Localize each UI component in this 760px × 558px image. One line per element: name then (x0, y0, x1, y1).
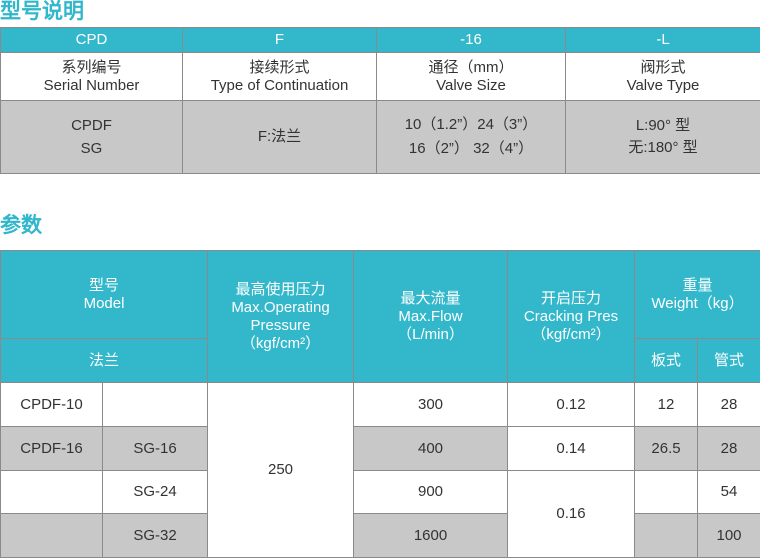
header-plate: 板式 (635, 339, 698, 383)
section-title-parameters: 参数 (0, 214, 42, 238)
cell-cracking: 0.16 (508, 471, 635, 558)
cell-pipe: 28 (698, 383, 760, 427)
label-en: Serial Number (1, 77, 182, 95)
code-cpd: CPD (1, 28, 183, 53)
value-valve-type: L:90° 型无:180° 型 (566, 101, 760, 174)
value-valve-size: 10（1.2”）24（3”）16（2”） 32（4”） (377, 101, 566, 174)
header-cn: 最高使用压力 (208, 281, 353, 299)
header-unit: （kgf/cm²） (208, 335, 353, 353)
label-valve-size: 通径（mm）Valve Size (377, 53, 566, 101)
cell-cpdf (1, 471, 103, 514)
value-line: SG (1, 137, 182, 160)
table-row: CPDF-16 SG-16 400 0.14 26.5 28 (1, 427, 760, 471)
value-line: 16（2”） 32（4”） (377, 137, 565, 161)
header-unit: （kgf/cm²） (508, 326, 634, 344)
header-en: Model (1, 295, 207, 313)
label-en: Valve Type (566, 77, 760, 95)
section-title-model-explanation: 型号说明 (0, 0, 84, 24)
header-cn: 型号 (1, 277, 207, 295)
header-en: Pressure (208, 317, 353, 335)
cell-flow: 300 (354, 383, 508, 427)
header-cn: 重量 (635, 277, 760, 295)
cell-pipe: 100 (698, 514, 760, 558)
cell-sg: SG-16 (103, 427, 208, 471)
header-en: Weight（kg） (635, 295, 760, 313)
header-en: Max.Flow (354, 308, 507, 326)
label-cn: 接续形式 (183, 59, 376, 77)
cell-plate: 26.5 (635, 427, 698, 471)
code-f: F (183, 28, 377, 53)
table-row: CPDF-10 250 300 0.12 12 28 (1, 383, 760, 427)
code-16: -16 (377, 28, 566, 53)
value-line: F:法兰 (183, 128, 376, 146)
cell-cpdf: CPDF-10 (1, 383, 103, 427)
cell-flow: 1600 (354, 514, 508, 558)
code-l: -L (566, 28, 760, 53)
value-continuation: F:法兰 (183, 101, 377, 174)
cell-cracking: 0.14 (508, 427, 635, 471)
header-cn: 最大流量 (354, 290, 507, 308)
cell-pressure: 250 (208, 383, 354, 558)
cell-cracking: 0.12 (508, 383, 635, 427)
value-line: 无:180° 型 (566, 137, 760, 159)
table-row: SG-32 1600 100 (1, 514, 760, 558)
header-en: Max.Operating (208, 299, 353, 317)
value-line: CPDF (1, 114, 182, 137)
cell-sg: SG-32 (103, 514, 208, 558)
header-cn: 开启压力 (508, 290, 634, 308)
value-line: L:90° 型 (566, 115, 760, 137)
cell-plate (635, 471, 698, 514)
label-cn: 阀形式 (566, 59, 760, 77)
label-en: Type of Continuation (183, 77, 376, 95)
cell-flow: 900 (354, 471, 508, 514)
label-cn: 通径（mm） (377, 59, 565, 77)
cell-plate (635, 514, 698, 558)
cell-sg (103, 383, 208, 427)
header-pipe: 管式 (698, 339, 760, 383)
cell-cpdf: CPDF-16 (1, 427, 103, 471)
cell-flow: 400 (354, 427, 508, 471)
cell-pipe: 28 (698, 427, 760, 471)
label-en: Valve Size (377, 77, 565, 95)
label-cn: 系列编号 (1, 59, 182, 77)
value-line: 10（1.2”）24（3”） (377, 113, 565, 137)
cell-plate: 12 (635, 383, 698, 427)
cell-cpdf (1, 514, 103, 558)
header-unit: （L/min） (354, 326, 507, 344)
table-row: SG-24 900 0.16 54 (1, 471, 760, 514)
header-flange: 法兰 (1, 339, 208, 383)
cell-pipe: 54 (698, 471, 760, 514)
cell-sg: SG-24 (103, 471, 208, 514)
header-en: Cracking Pres (508, 308, 634, 326)
